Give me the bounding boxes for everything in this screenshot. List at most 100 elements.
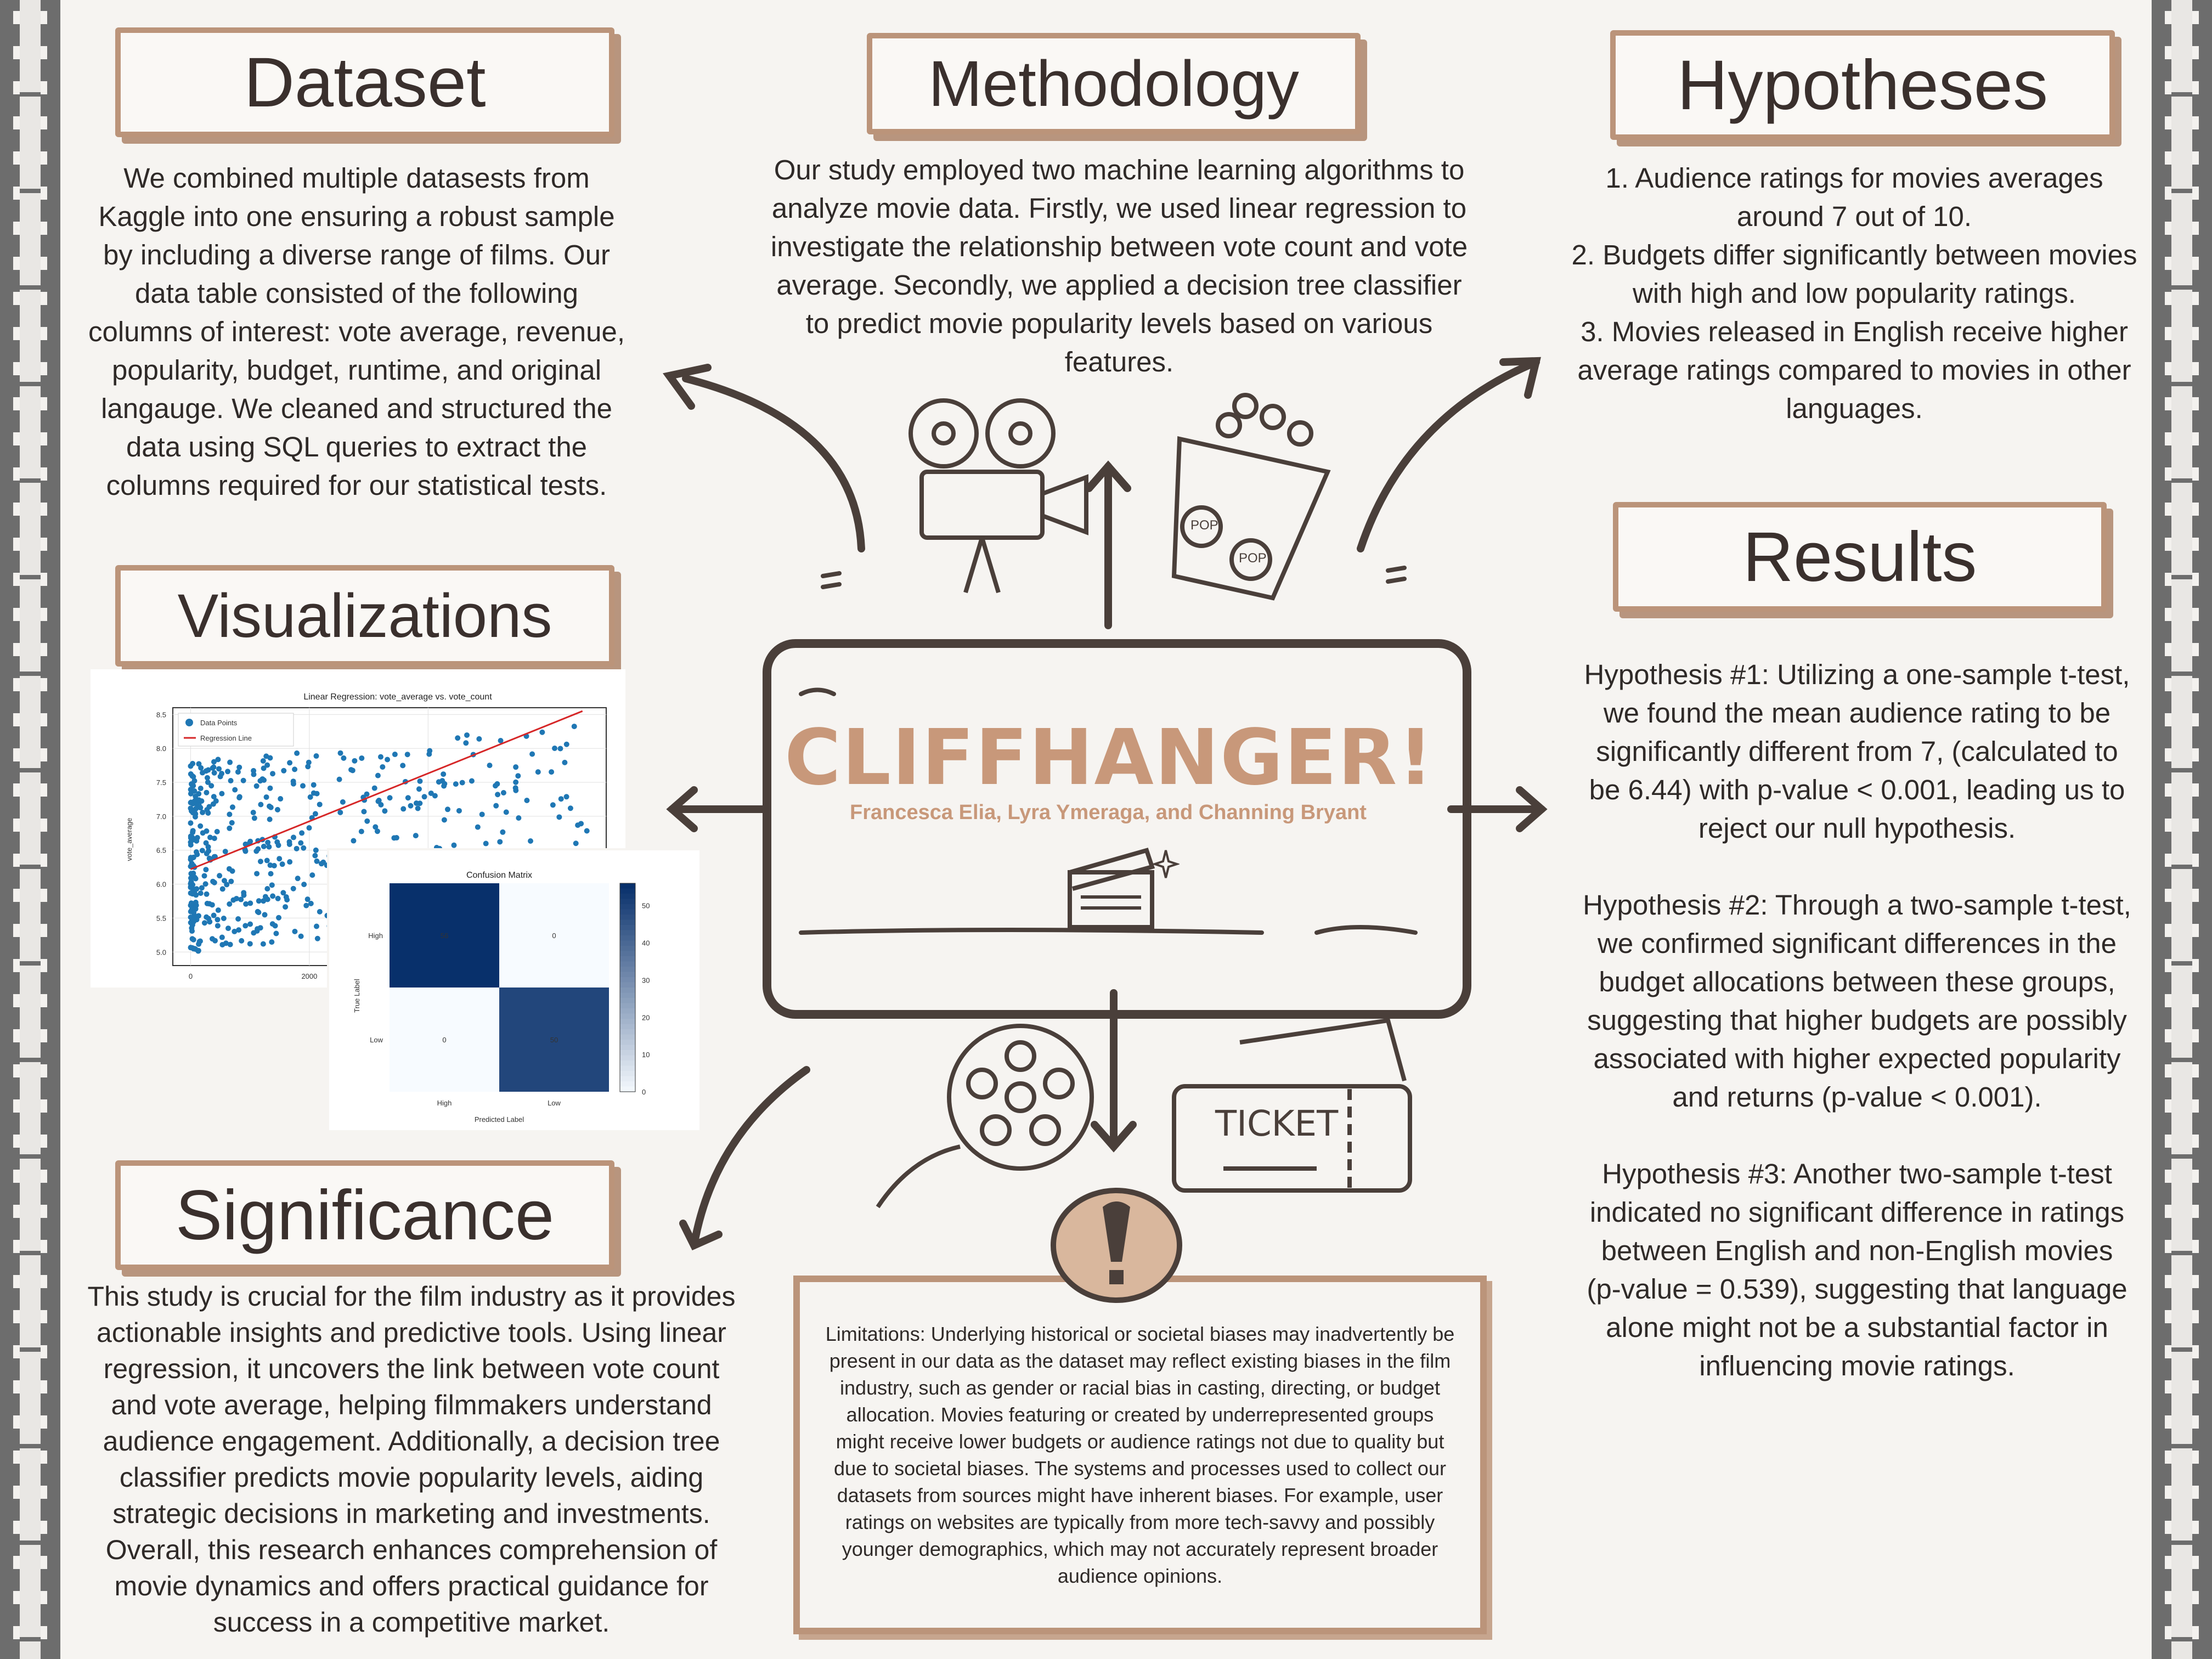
matrix-cell	[390, 883, 499, 988]
y-tick-label: 5.5	[156, 914, 166, 922]
data-point	[311, 782, 317, 788]
data-point	[495, 792, 501, 798]
results-title: Results	[1742, 517, 1977, 596]
y-tick-label: 8.0	[156, 744, 166, 753]
data-point	[211, 879, 217, 885]
data-point	[378, 802, 384, 808]
data-point	[267, 785, 273, 791]
data-point	[271, 862, 277, 868]
data-point	[276, 856, 283, 862]
data-point	[251, 815, 257, 821]
result-item: Hypothesis #2: Through a two-sample t-te…	[1583, 889, 2131, 1113]
hypothesis-item: 1. Audience ratings for movies averages …	[1605, 162, 2103, 232]
data-point	[270, 771, 276, 777]
data-point	[314, 935, 320, 941]
data-point	[298, 933, 304, 939]
significance-text: This study is crucial for the film indus…	[87, 1281, 736, 1638]
data-point	[483, 840, 489, 847]
data-point	[375, 772, 381, 778]
data-point	[202, 881, 208, 887]
data-point	[361, 809, 367, 815]
data-point	[405, 795, 411, 801]
data-point	[305, 764, 311, 770]
data-point	[400, 806, 407, 812]
dataset-title: Dataset	[244, 43, 486, 122]
colorbar-segment	[620, 904, 635, 910]
film-reel-icon	[876, 1024, 1094, 1209]
significance-title: Significance	[175, 1176, 555, 1255]
data-point	[382, 808, 388, 814]
data-point	[573, 840, 579, 847]
data-point	[269, 882, 275, 888]
data-point	[217, 873, 223, 879]
data-point	[324, 862, 330, 868]
colorbar-segment	[620, 930, 635, 936]
colorbar-segment	[620, 1040, 635, 1046]
colorbar-segment	[620, 1029, 635, 1035]
data-point	[239, 938, 245, 944]
data-point	[261, 898, 267, 904]
y-tick-label: 7.0	[156, 812, 166, 821]
colorbar-segment	[620, 956, 635, 962]
data-point	[563, 794, 569, 800]
data-point	[441, 783, 447, 789]
data-point	[211, 770, 217, 776]
data-point	[204, 891, 210, 897]
data-point	[255, 909, 261, 915]
regression-line	[190, 710, 583, 870]
results-header: Results	[1613, 502, 2107, 612]
data-point	[584, 828, 590, 834]
data-point	[204, 789, 210, 795]
data-point	[562, 759, 568, 765]
data-point	[188, 833, 194, 839]
colorbar-segment	[620, 940, 635, 946]
data-point	[304, 896, 311, 902]
data-point	[556, 814, 562, 820]
data-point	[235, 769, 241, 775]
data-point	[206, 855, 212, 861]
data-point	[312, 853, 318, 859]
data-point	[200, 830, 206, 836]
ticket-icon	[1172, 1018, 1412, 1193]
data-point	[516, 815, 522, 821]
data-point	[251, 768, 257, 774]
data-point	[225, 769, 231, 775]
data-point	[265, 839, 271, 845]
data-point	[535, 769, 541, 775]
data-point	[211, 759, 217, 765]
data-point	[393, 835, 399, 841]
data-point	[567, 805, 573, 811]
colorbar-tick-label: 0	[642, 1088, 646, 1096]
data-point	[261, 777, 267, 783]
svg-text:POP: POP	[1239, 551, 1267, 566]
limitations-box: Limitations: Underlying historical or so…	[793, 1276, 1487, 1634]
data-point	[203, 867, 209, 873]
data-point	[373, 824, 379, 830]
data-point	[240, 777, 246, 783]
data-point	[455, 735, 461, 741]
colorbar-segment	[620, 919, 635, 926]
data-point	[211, 912, 217, 918]
data-point	[247, 941, 253, 947]
data-point	[497, 839, 503, 845]
y-tick-label: 8.5	[156, 710, 166, 719]
significance-header: Significance	[115, 1160, 614, 1270]
data-point	[232, 928, 238, 934]
scatter-ylabel: vote_average	[125, 818, 133, 861]
ticket-label: TICKET	[1215, 1104, 1339, 1144]
result-item: Hypothesis #1: Utilizing a one-sample t-…	[1584, 659, 2130, 844]
data-point	[298, 840, 304, 846]
data-point	[513, 779, 519, 785]
data-point	[313, 753, 319, 759]
popcorn-icon	[1171, 393, 1331, 601]
colorbar-segment	[620, 946, 635, 952]
data-point	[262, 912, 268, 918]
colorbar-segment	[620, 988, 635, 994]
data-point	[215, 917, 221, 923]
data-point	[287, 859, 293, 865]
data-point	[317, 909, 323, 915]
data-point	[258, 802, 264, 808]
data-point	[198, 890, 204, 896]
data-point	[371, 785, 377, 791]
data-point	[475, 824, 481, 830]
